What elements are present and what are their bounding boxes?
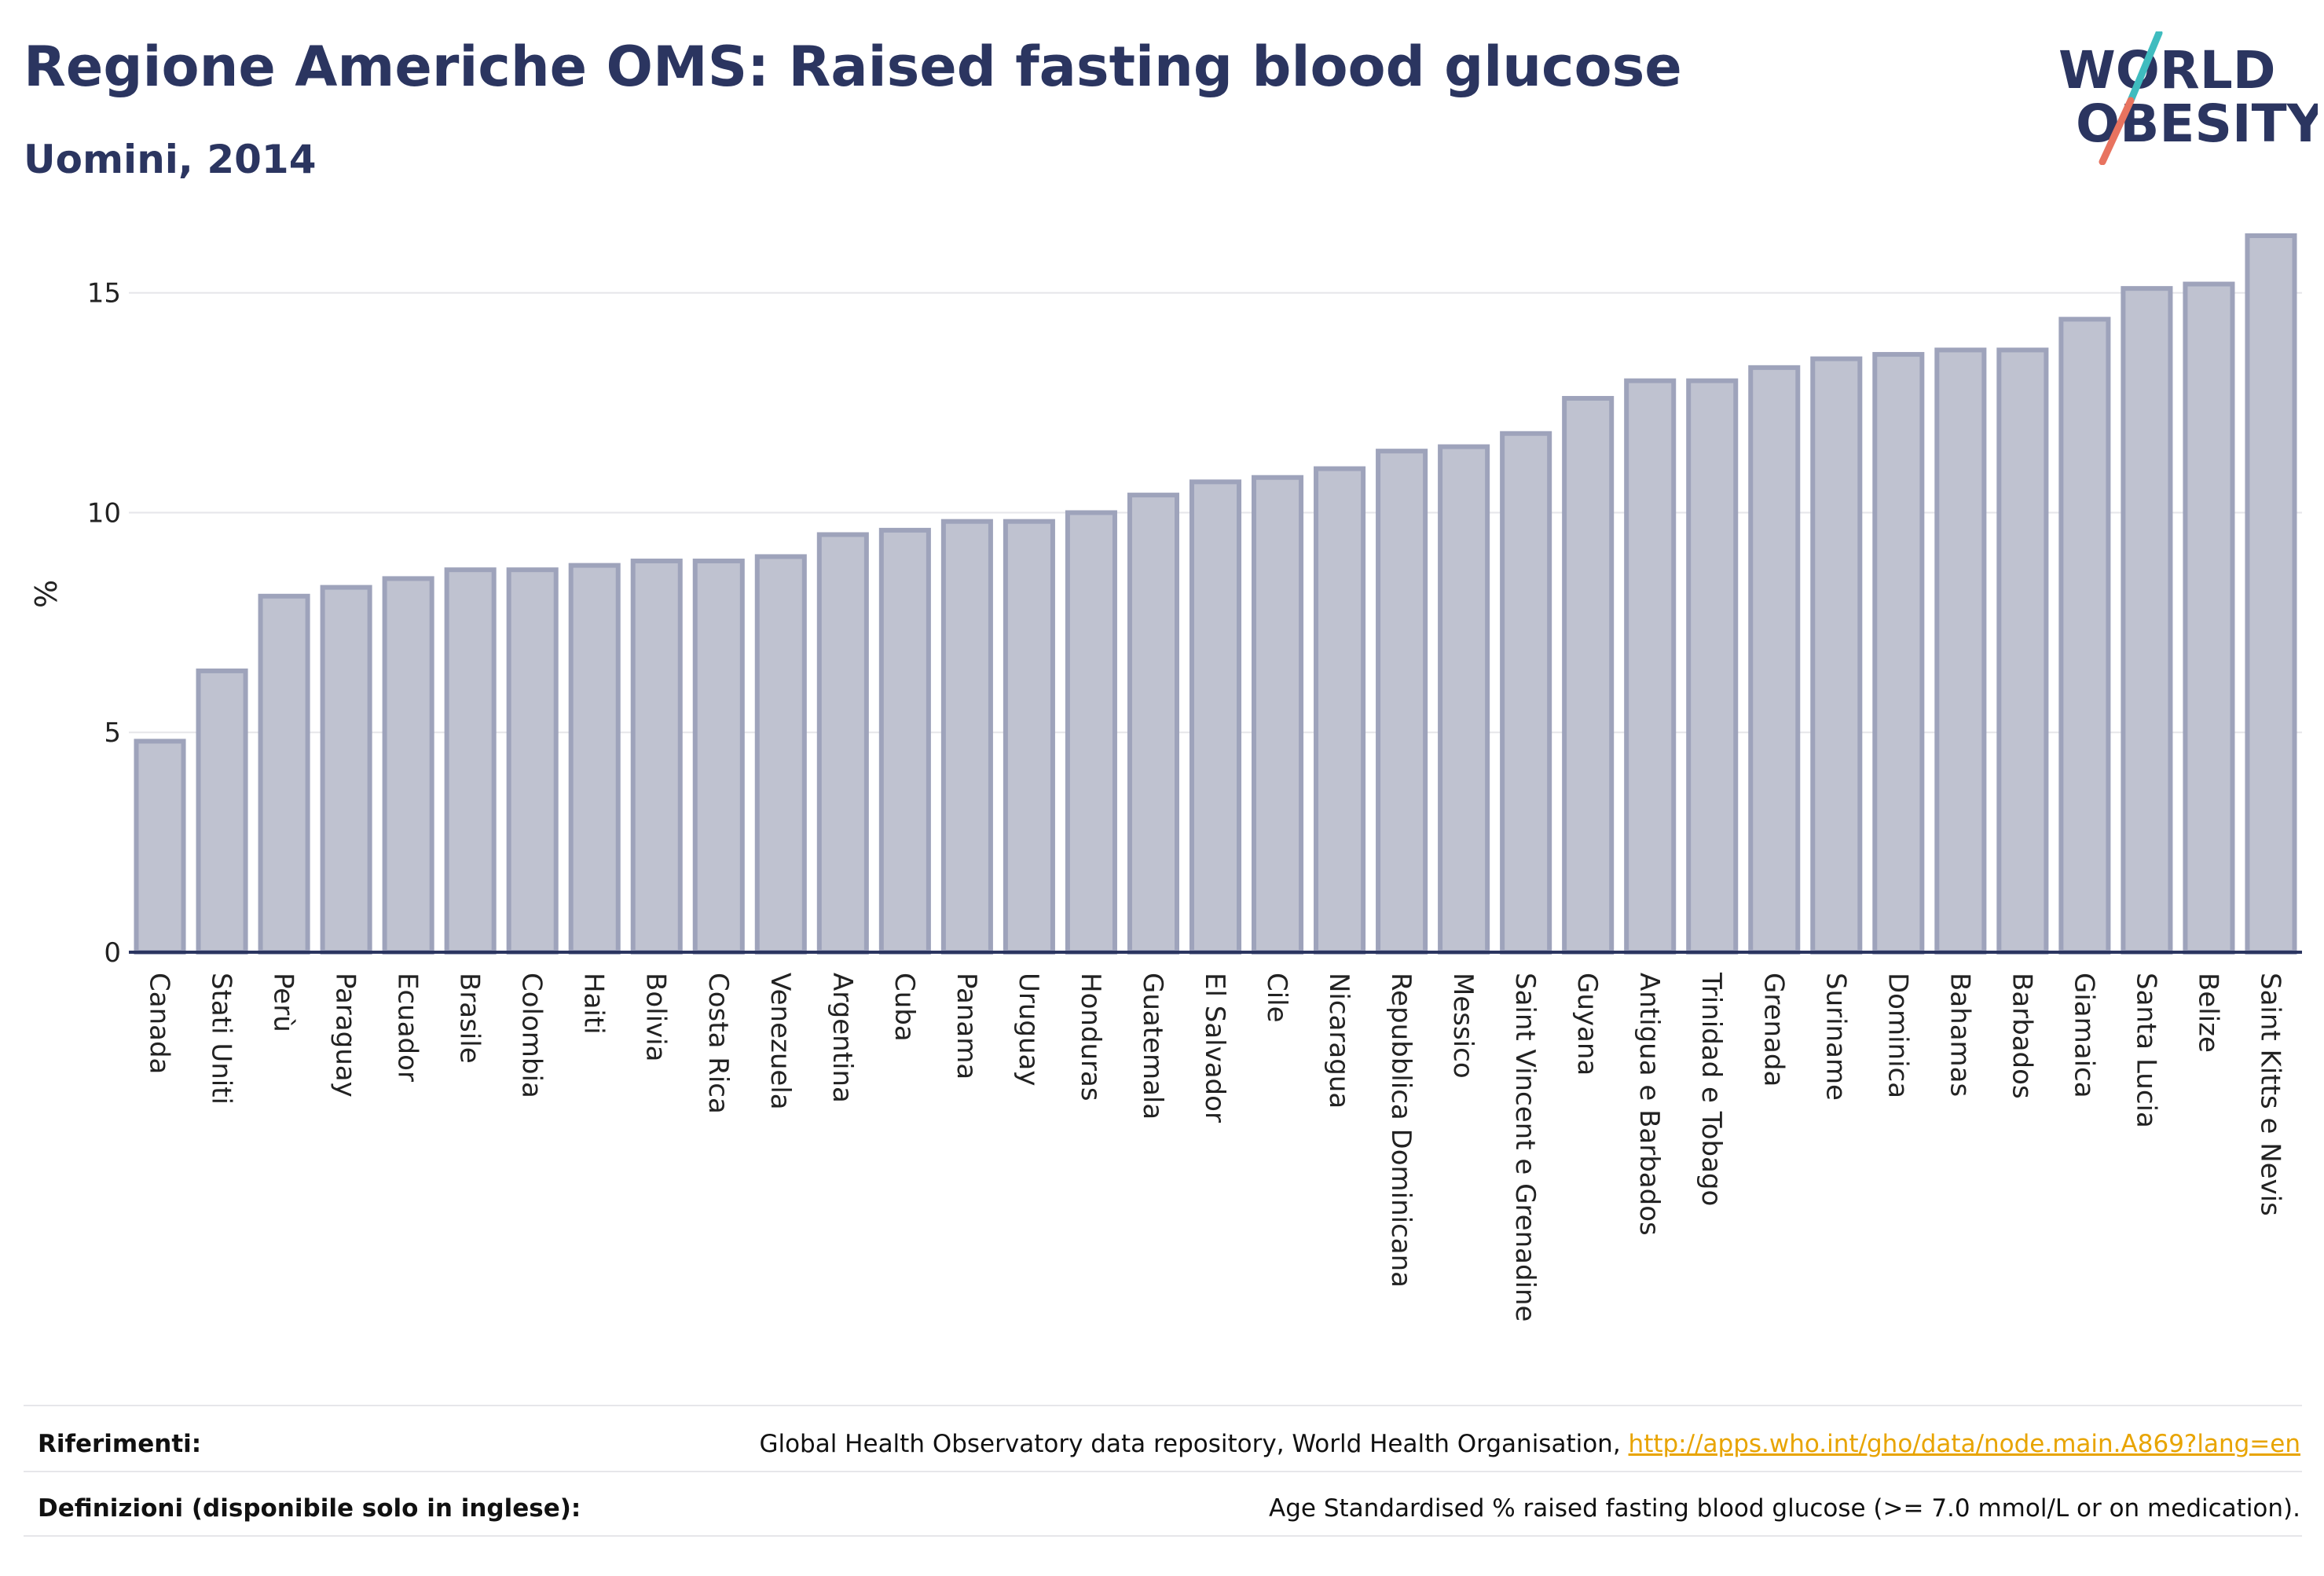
x-tick-label: Paraguay bbox=[330, 973, 361, 1098]
bar bbox=[1810, 356, 1863, 955]
bar bbox=[382, 576, 434, 955]
chart-subtitle: Uomini, 2014 bbox=[24, 137, 317, 182]
bar bbox=[1686, 378, 1739, 955]
logo-slash-teal bbox=[2127, 31, 2163, 104]
x-tick-label: Ecuador bbox=[392, 973, 423, 1082]
x-tick-label: Perù bbox=[268, 973, 299, 1032]
bar bbox=[816, 532, 869, 955]
footer-divider-bottom bbox=[24, 1535, 2302, 1537]
bar bbox=[1438, 444, 1490, 955]
bar-chart: 0 5 10 15% Canada Stati Uniti Perù Paraguay Ecua… bbox=[29, 233, 2302, 1322]
bar bbox=[630, 559, 683, 955]
bar bbox=[2121, 286, 2173, 955]
chart-title: Regione Americhe OMS: Raised fasting blo… bbox=[24, 35, 1682, 99]
bar-layer bbox=[134, 233, 2297, 955]
footer-divider-middle bbox=[24, 1471, 2302, 1472]
x-tick-label: Cile bbox=[1261, 973, 1292, 1023]
x-tick-label: Trinidad e Tobago bbox=[1695, 972, 1727, 1206]
definitions-label: Definizioni (disponibile solo in inglese… bbox=[38, 1494, 581, 1523]
references-label: Riferimenti: bbox=[38, 1430, 202, 1458]
bar bbox=[1189, 479, 1242, 955]
bar bbox=[444, 567, 497, 955]
bar bbox=[754, 554, 807, 955]
references-link[interactable]: http://apps.who.int/gho/data/node.main.A… bbox=[1628, 1430, 2300, 1458]
x-tick-label: Guyana bbox=[1571, 973, 1603, 1076]
x-tick-label: Cuba bbox=[889, 973, 920, 1042]
bar bbox=[940, 519, 993, 955]
bar bbox=[134, 739, 186, 955]
bar bbox=[1251, 475, 1304, 955]
x-tick-label: Brasile bbox=[454, 973, 486, 1064]
logo-slash-coral bbox=[2099, 97, 2135, 165]
logo-line1: WORLD bbox=[2058, 40, 2276, 101]
bar bbox=[1127, 493, 1180, 955]
x-tick-label: Venezuela bbox=[764, 973, 796, 1110]
x-tick-label: Antigua e Barbados bbox=[1633, 973, 1665, 1236]
x-tick-label: Saint Kitts e Nevis bbox=[2254, 973, 2286, 1216]
y-tick-label: 0 bbox=[104, 937, 121, 969]
x-tick-label: Honduras bbox=[1075, 973, 1106, 1101]
bar bbox=[258, 593, 310, 955]
x-tick-label: Dominica bbox=[1882, 973, 1913, 1098]
bar bbox=[1500, 431, 1552, 955]
y-tick-label: 5 bbox=[104, 717, 121, 749]
x-tick-label: Bahamas bbox=[1944, 973, 1975, 1097]
bar bbox=[2058, 317, 2111, 955]
bar bbox=[2245, 233, 2297, 955]
bar bbox=[2183, 281, 2235, 955]
x-tick-label: Uruguay bbox=[1013, 973, 1044, 1087]
bar bbox=[1376, 449, 1428, 955]
logo-line2: OBESITY bbox=[2076, 93, 2318, 154]
x-tick-label: Colombia bbox=[516, 973, 548, 1098]
bar bbox=[1003, 519, 1055, 955]
x-tick-label: Giamaica bbox=[2068, 973, 2099, 1098]
definitions-value: Age Standardised % raised fasting blood … bbox=[1269, 1494, 2300, 1523]
x-tick-label: Grenada bbox=[1758, 973, 1789, 1087]
x-tick-label: Guatemala bbox=[1137, 973, 1168, 1120]
x-tick-label: Messico bbox=[1447, 973, 1479, 1079]
x-tick-label: Belize bbox=[2192, 973, 2223, 1053]
bar bbox=[1748, 365, 1801, 955]
world-obesity-logo: WORLD OBESITY bbox=[2058, 31, 2318, 165]
footer-divider-top bbox=[24, 1405, 2302, 1406]
bar bbox=[1065, 510, 1117, 955]
references-value: Global Health Observatory data repositor… bbox=[759, 1430, 2300, 1458]
bar bbox=[568, 563, 621, 955]
x-tick-label: Argentina bbox=[827, 973, 858, 1103]
bar bbox=[1872, 352, 1925, 955]
x-tick-label: Stati Uniti bbox=[206, 973, 237, 1105]
bar bbox=[320, 585, 372, 955]
x-tick-label: El Salvador bbox=[1199, 973, 1230, 1123]
bar bbox=[1934, 347, 1987, 955]
bar bbox=[1996, 347, 2049, 955]
references-text: Global Health Observatory data repositor… bbox=[759, 1430, 1629, 1458]
bar bbox=[878, 527, 931, 955]
x-tick-label: Suriname bbox=[1820, 973, 1851, 1101]
x-tick-label: Santa Lucia bbox=[2130, 973, 2161, 1128]
x-tick-label: Barbados bbox=[2006, 973, 2037, 1099]
x-tick-label: Bolivia bbox=[640, 973, 672, 1061]
y-tick-label: 10 bbox=[87, 497, 121, 529]
x-tick-label: Saint Vincent e Grenadine bbox=[1509, 973, 1541, 1321]
x-tick-label: Repubblica Dominicana bbox=[1385, 973, 1417, 1288]
y-tick-label: 15 bbox=[87, 278, 121, 310]
x-tick-label: Nicaragua bbox=[1323, 973, 1354, 1109]
bar bbox=[1624, 378, 1677, 955]
bar bbox=[506, 567, 559, 955]
x-tick-label: Panama bbox=[951, 973, 982, 1079]
x-tick-label: Haiti bbox=[578, 973, 610, 1035]
y-axis-label: % bbox=[29, 580, 64, 608]
x-tick-label: Costa Rica bbox=[702, 973, 734, 1114]
bar bbox=[196, 668, 248, 955]
bar bbox=[1562, 396, 1615, 955]
bar bbox=[692, 559, 745, 955]
bar bbox=[1314, 466, 1366, 955]
x-tick-label: Canada bbox=[144, 973, 175, 1074]
label-layer: 0 5 10 15% Canada Stati Uniti Perù Paraguay Ecua… bbox=[29, 278, 2286, 1322]
